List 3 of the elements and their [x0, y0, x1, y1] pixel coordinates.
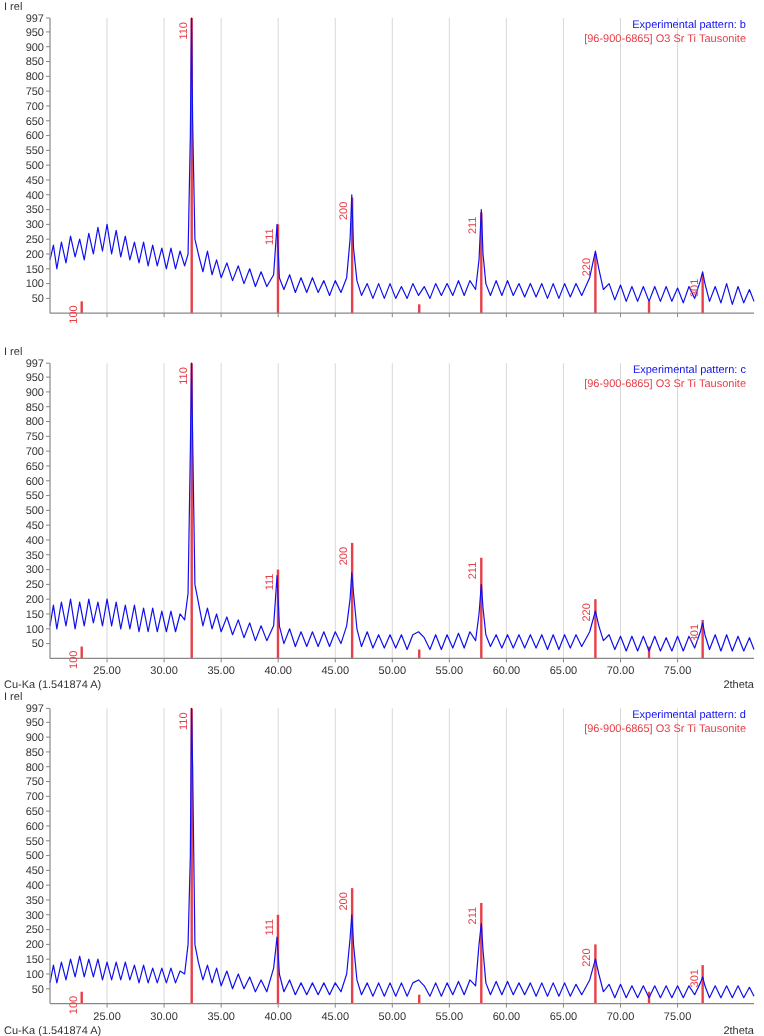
line-series	[49, 707, 755, 999]
line-series	[49, 362, 755, 652]
line-series	[49, 17, 755, 305]
